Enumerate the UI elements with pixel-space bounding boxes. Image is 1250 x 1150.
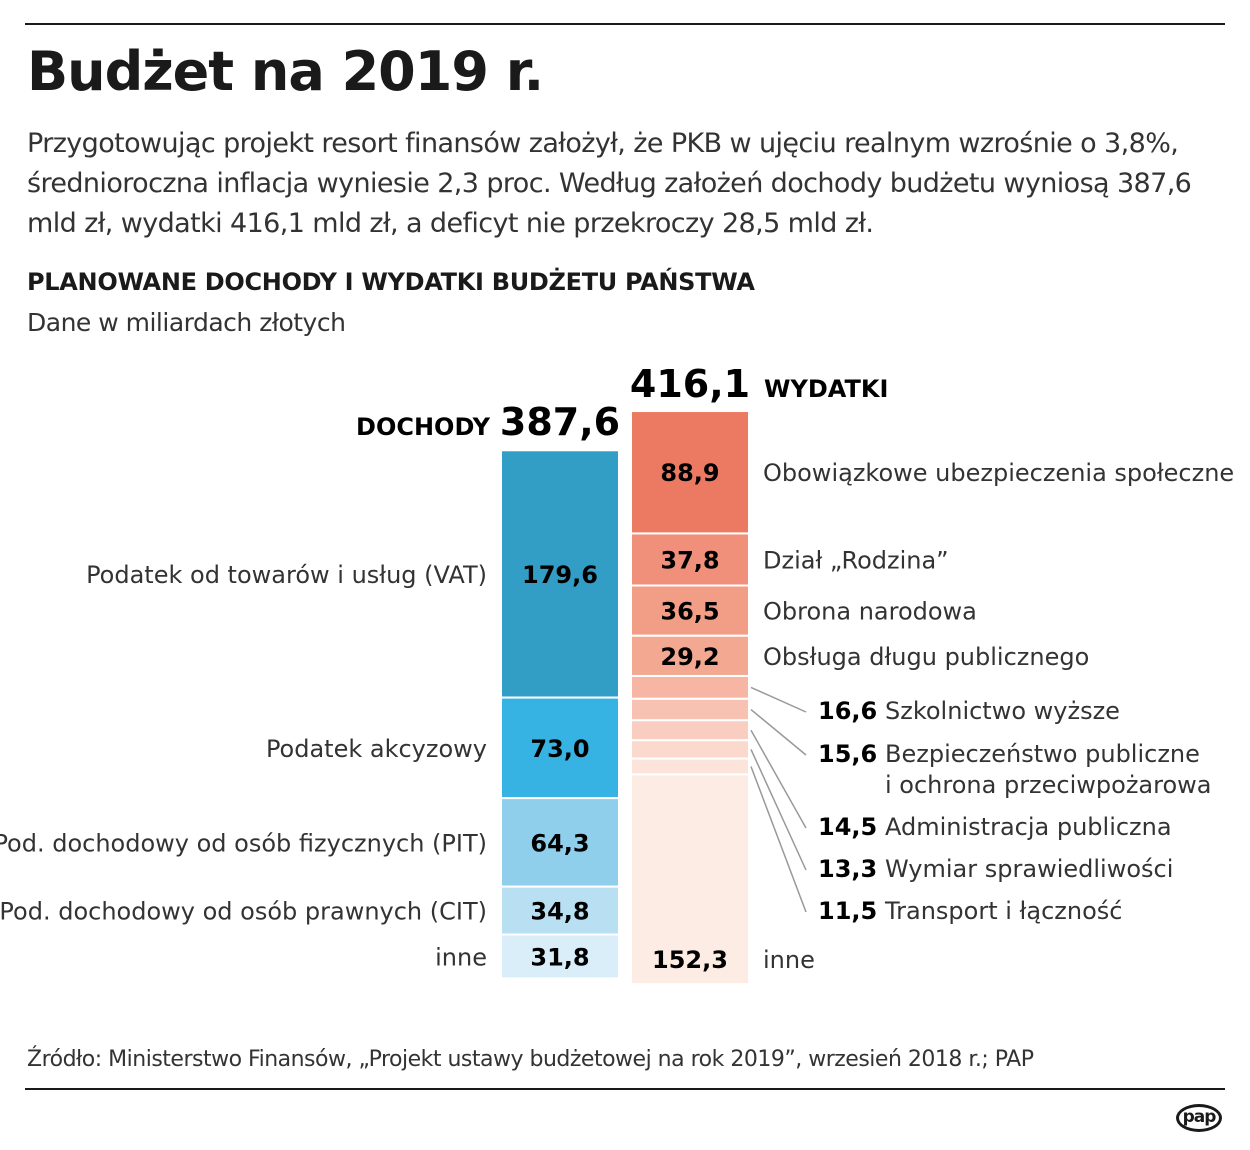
revenue-category-label: Podatek akcyzowy xyxy=(266,735,487,763)
revenue-category-label: Podatek od towarów i usług (VAT) xyxy=(86,561,487,589)
expense-category-label: Szkolnictwo wyższe xyxy=(885,697,1120,725)
revenue-total: 387,6 xyxy=(500,400,620,444)
expense-category-label: Bezpieczeństwo publiczne xyxy=(885,740,1200,768)
expense-category-label: Transport i łączność xyxy=(884,897,1122,925)
revenue-bar-segment xyxy=(500,696,620,800)
expense-category-label: i ochrona przeciwpożarowa xyxy=(885,771,1212,799)
revenue-value-label: 34,8 xyxy=(530,898,589,926)
expense-category-label: Administracja publiczna xyxy=(885,813,1172,841)
expense-bar-segment xyxy=(630,739,750,760)
revenue-bar-segment xyxy=(500,885,620,936)
expense-bar-segment xyxy=(630,584,750,637)
expense-bar-segment xyxy=(630,773,750,986)
revenue-category-label: Pod. dochodowy od osób fizycznych (PIT) xyxy=(0,829,487,857)
bottom-rule xyxy=(25,1088,1225,1090)
expense-value-label: 29,2 xyxy=(660,643,719,671)
pap-logo: pap xyxy=(1176,1104,1222,1132)
revenue-bar-segment xyxy=(500,449,620,699)
expense-total: 416,1 xyxy=(630,362,750,406)
page-title: Budżet na 2019 r. xyxy=(27,40,544,103)
revenue-value-label: 64,3 xyxy=(530,829,589,857)
expense-value-label: 15,6 xyxy=(818,740,877,768)
expense-value-label: 16,6 xyxy=(818,697,877,725)
revenue-value-label: 179,6 xyxy=(522,561,598,589)
chart-title: PLANOWANE DOCHODY I WYDATKI BUDŻETU PAŃS… xyxy=(27,268,755,296)
revenue-bar-segment xyxy=(500,933,620,980)
expense-bar-segment xyxy=(630,757,750,776)
expense-category-label: Wymiar sprawiedliwości xyxy=(885,855,1173,883)
expense-bar-segment xyxy=(630,674,750,700)
leader-line xyxy=(750,729,807,829)
top-rule xyxy=(25,23,1225,25)
lead-text: Przygotowując projekt resort finansów za… xyxy=(27,128,1192,239)
budget-chart: DOCHODY 387,6 179,6 Podatek od towarów i us… xyxy=(0,362,1234,986)
expense-value-label: 37,8 xyxy=(660,546,719,574)
expense-value-label: 88,9 xyxy=(660,459,719,487)
expense-bar-segment xyxy=(630,697,750,722)
revenue-value-label: 73,0 xyxy=(530,735,589,763)
revenue-category-label: Pod. dochodowy od osób prawnych (CIT) xyxy=(0,898,487,926)
leader-line xyxy=(750,766,807,913)
expense-value-label: 13,3 xyxy=(818,855,877,883)
expense-category-label: Obsługa długu publicznego xyxy=(763,643,1089,671)
revenue-series-name: DOCHODY xyxy=(356,413,491,441)
revenue-category-label: inne xyxy=(435,943,487,971)
expense-category-label: Dział „Rodzina” xyxy=(763,546,949,574)
leader-line xyxy=(750,708,807,756)
revenue-bar-segment xyxy=(500,797,620,888)
expense-value-label: 11,5 xyxy=(818,897,877,925)
source-note: Źródło: Ministerstwo Finansów, „Projekt … xyxy=(27,1047,1034,1072)
chart-unit: Dane w miliardach złotych xyxy=(27,308,346,337)
revenue-value-label: 31,8 xyxy=(530,943,589,971)
leader-line xyxy=(750,686,807,713)
expense-category-label: Obowiązkowe ubezpieczenia społeczne xyxy=(763,459,1234,487)
leader-line xyxy=(750,749,807,871)
expense-bar-segment xyxy=(630,532,750,587)
expense-bar-segment xyxy=(630,634,750,677)
expense-value-label: 14,5 xyxy=(818,813,877,841)
expense-category-label: inne xyxy=(763,946,815,974)
expense-bar-segment xyxy=(630,410,750,535)
expense-category-label: Obrona narodowa xyxy=(763,598,977,626)
expense-value-label: 152,3 xyxy=(652,946,728,974)
expense-value-label: 36,5 xyxy=(660,598,719,626)
expense-bar-segment xyxy=(630,719,750,742)
expense-series-name: WYDATKI xyxy=(764,375,888,403)
